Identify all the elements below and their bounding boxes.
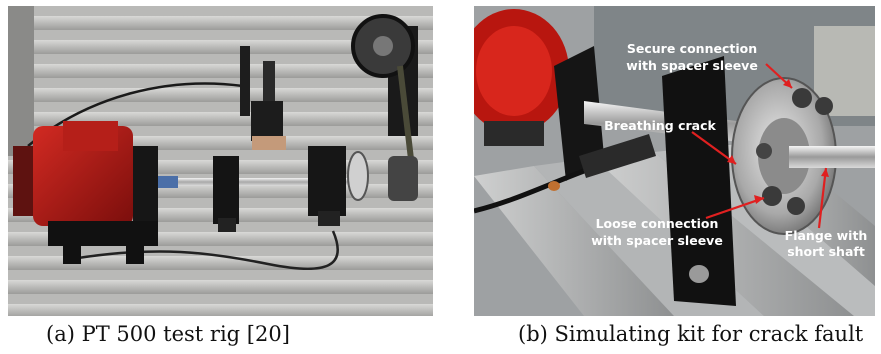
- flange: [731, 77, 875, 235]
- bearing-plate: [554, 46, 604, 181]
- motor: [13, 121, 158, 264]
- label-secure-connection: Secure connection: [627, 41, 757, 56]
- bolt: [689, 265, 709, 283]
- coupling: [158, 176, 178, 188]
- belt-drive: [351, 14, 418, 201]
- label-flange-short-shaft: Flange with: [785, 228, 868, 243]
- label-breathing-crack: Breathing crack: [604, 118, 716, 133]
- photo-test-rig: [8, 6, 433, 316]
- test-rig-illustration: [8, 6, 433, 316]
- crack-kit-illustration: Secure connection with spacer sleeve Bre…: [474, 6, 875, 316]
- label-flange-short-shaft-line2: short shaft: [787, 244, 865, 259]
- label-secure-connection-line2: with spacer sleeve: [626, 58, 758, 73]
- sensor-stand: [240, 46, 286, 150]
- caption-panel-b: (b) Simulating kit for crack fault: [518, 322, 864, 346]
- connector: [548, 181, 560, 191]
- bearing-blocks: [213, 146, 346, 232]
- caption-panel-a: (a) PT 500 test rig [20]: [46, 322, 290, 346]
- frame-post: [8, 6, 34, 156]
- label-loose-connection: Loose connection: [596, 216, 719, 231]
- disc: [347, 151, 369, 201]
- sensor-cable: [474, 168, 585, 214]
- annotation-arrows: [691, 63, 829, 229]
- shaft: [178, 178, 353, 186]
- photo-crack-kit: Secure connection with spacer sleeve Bre…: [474, 6, 875, 316]
- label-loose-connection-line2: with spacer sleeve: [591, 233, 723, 248]
- support-plate: [662, 56, 736, 306]
- motor: [474, 9, 569, 146]
- accelerometer: [579, 134, 656, 178]
